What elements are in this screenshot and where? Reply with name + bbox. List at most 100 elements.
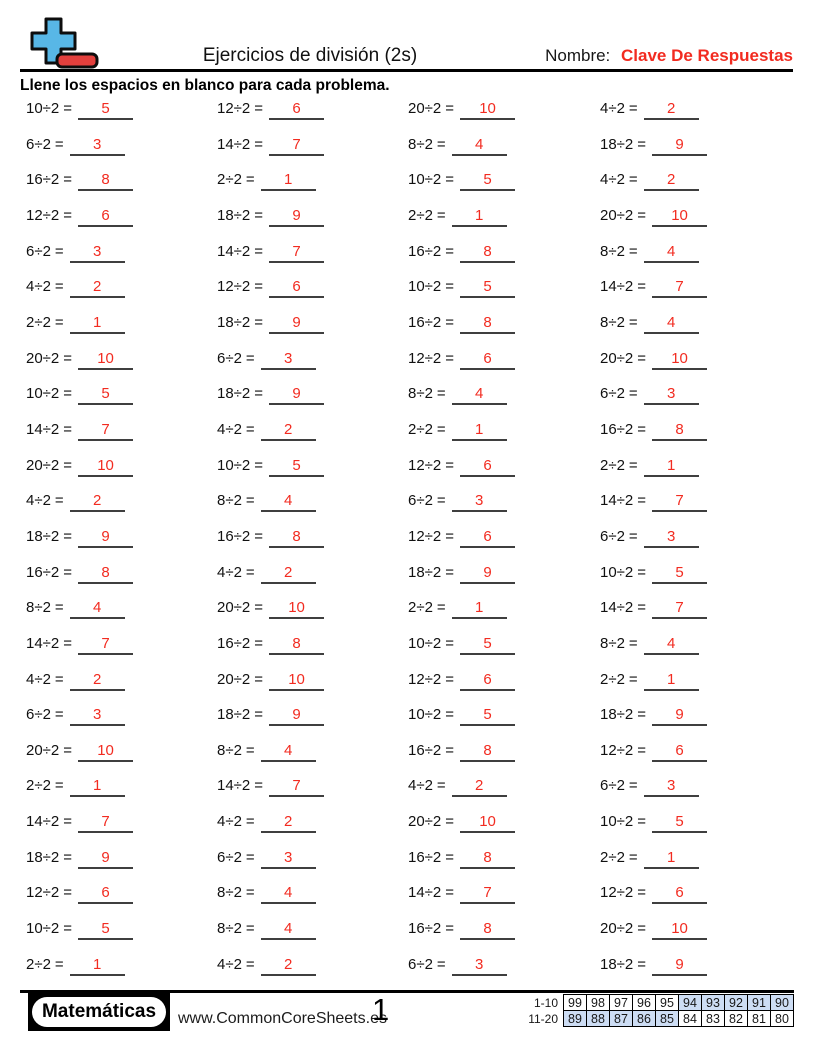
equals-sign: = <box>254 385 264 403</box>
equals-sign: = <box>63 100 73 117</box>
answer-blank: 8 <box>460 243 516 263</box>
plus-minus-logo <box>30 17 99 69</box>
equals-sign: = <box>637 135 647 153</box>
problem-expression: 4÷2 <box>217 813 242 831</box>
equals-sign: = <box>245 920 255 938</box>
problem-item: 8÷2 = 4 <box>408 128 600 164</box>
answer-blank: 1 <box>451 421 507 441</box>
problem-expression: 16÷2 <box>600 420 634 438</box>
answer-blank: 5 <box>460 278 516 299</box>
answer-blank: 6 <box>269 100 325 120</box>
problem-item: 18÷2 = 9 <box>600 698 790 734</box>
website-url: www.CommonCoreSheets.es <box>178 1010 387 1027</box>
problem-expression: 6÷2 <box>408 955 433 973</box>
score-cell: 90 <box>770 994 794 1011</box>
problem-item: 12÷2 = 6 <box>217 270 408 306</box>
problem-item: 8÷2 = 4 <box>600 235 790 271</box>
problem-item: 18÷2 = 9 <box>217 698 408 734</box>
problem-expression: 14÷2 <box>217 777 251 795</box>
problem-item: 16÷2 = 8 <box>408 912 600 948</box>
problem-expression: 12÷2 <box>408 349 442 367</box>
problem-expression: 4÷2 <box>600 100 625 117</box>
problem-expression: 18÷2 <box>600 706 634 724</box>
equals-sign: = <box>628 385 638 403</box>
equals-sign: = <box>445 848 455 866</box>
problem-expression: 18÷2 <box>217 206 251 224</box>
score-row: 1-10 99 98 97 96 95 94 93 92 91 90 <box>526 994 794 1011</box>
equals-sign: = <box>445 242 455 260</box>
problem-item: 2÷2 = 1 <box>600 841 790 877</box>
equals-sign: = <box>445 349 455 367</box>
problem-item: 20÷2 = 10 <box>217 591 408 627</box>
problem-expression: 10÷2 <box>408 171 442 189</box>
equals-sign: = <box>637 706 647 724</box>
answer-blank: 2 <box>643 171 699 192</box>
problem-item: 4÷2 = 2 <box>217 556 408 592</box>
problem-expression: 18÷2 <box>600 955 634 973</box>
answer-blank: 6 <box>652 742 708 762</box>
problem-expression: 10÷2 <box>408 278 442 296</box>
equals-sign: = <box>436 777 446 795</box>
equals-sign: = <box>54 706 64 724</box>
equals-sign: = <box>445 171 455 189</box>
problem-expression: 8÷2 <box>217 492 242 510</box>
problem-item: 14÷2 = 7 <box>600 270 790 306</box>
score-cell: 83 <box>701 1010 725 1027</box>
answer-blank: 2 <box>69 278 125 299</box>
answer-blank: 9 <box>269 314 325 334</box>
problem-item: 14÷2 = 7 <box>600 591 790 627</box>
answer-blank: 10 <box>460 813 516 834</box>
equals-sign: = <box>637 206 647 224</box>
problem-item: 8÷2 = 4 <box>600 627 790 663</box>
answer-blank: 10 <box>652 350 708 370</box>
answer-blank: 5 <box>460 635 516 655</box>
problem-expression: 14÷2 <box>26 634 60 652</box>
problem-expression: 10÷2 <box>26 100 60 117</box>
problem-item: 10÷2 = 5 <box>26 912 217 948</box>
equals-sign: = <box>63 848 73 866</box>
equals-sign: = <box>445 634 455 652</box>
equals-sign: = <box>436 135 446 153</box>
answer-blank: 1 <box>643 671 699 691</box>
answer-blank: 8 <box>269 528 325 548</box>
answer-blank: 4 <box>260 742 316 762</box>
problem-expression: 16÷2 <box>408 920 442 938</box>
problem-expression: 18÷2 <box>217 313 251 331</box>
answer-blank: 7 <box>78 421 134 441</box>
equals-sign: = <box>445 813 455 831</box>
answer-blank: 8 <box>652 421 708 441</box>
equals-sign: = <box>245 563 255 581</box>
answer-blank: 4 <box>260 884 316 905</box>
problem-item: 2÷2 = 1 <box>408 413 600 449</box>
problem-item: 12÷2 = 6 <box>408 520 600 556</box>
answer-blank: 3 <box>260 350 316 370</box>
problem-item: 2÷2 = 1 <box>408 199 600 235</box>
problem-expression: 4÷2 <box>217 563 242 581</box>
problem-item: 10÷2 = 5 <box>217 449 408 485</box>
answer-blank: 7 <box>652 278 708 299</box>
problem-expression: 20÷2 <box>408 813 442 831</box>
problem-expression: 2÷2 <box>217 171 242 189</box>
problem-expression: 10÷2 <box>26 385 60 403</box>
equals-sign: = <box>436 385 446 403</box>
equals-sign: = <box>445 100 455 117</box>
answer-blank: 7 <box>78 635 134 655</box>
problem-expression: 6÷2 <box>217 848 242 866</box>
problem-expression: 2÷2 <box>600 848 625 866</box>
equals-sign: = <box>637 813 647 831</box>
score-cell: 92 <box>724 994 748 1011</box>
problem-item: 4÷2 = 2 <box>600 163 790 199</box>
answer-blank: 10 <box>78 742 134 762</box>
problem-item: 16÷2 = 8 <box>217 627 408 663</box>
problem-expression: 10÷2 <box>408 706 442 724</box>
problem-item: 16÷2 = 8 <box>408 235 600 271</box>
problem-item: 4÷2 = 2 <box>26 663 217 699</box>
answer-blank: 2 <box>260 564 316 584</box>
equals-sign: = <box>628 848 638 866</box>
answer-blank: 6 <box>269 278 325 299</box>
equals-sign: = <box>637 278 647 296</box>
problem-expression: 8÷2 <box>408 135 433 153</box>
problem-expression: 12÷2 <box>408 527 442 545</box>
problem-expression: 16÷2 <box>408 242 442 260</box>
answer-blank: 10 <box>269 599 325 620</box>
